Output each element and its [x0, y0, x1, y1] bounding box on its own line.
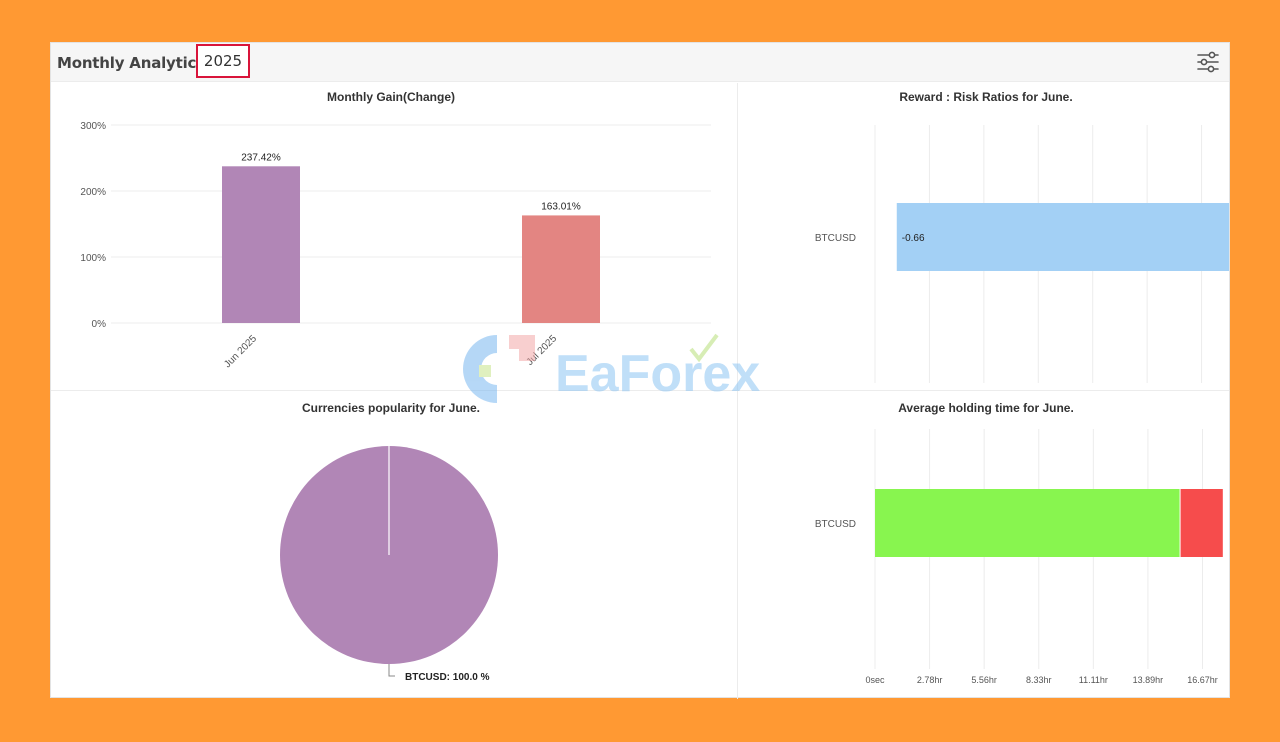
hold-xtick-label: 13.89hr [1133, 675, 1164, 685]
hold-xtick-label: 8.33hr [1026, 675, 1052, 685]
gain-bar[interactable] [522, 215, 600, 323]
rr-ytick-label: BTCUSD [815, 233, 856, 244]
popularity-chart-title: Currencies popularity for June. [301, 401, 481, 415]
monthly-analytics-panel: Monthly Analytics 2025 Monthly Gain(Chan… [50, 42, 1230, 699]
gain-ytick-label: 100% [80, 253, 106, 264]
panel-header: Monthly Analytics 2025 [51, 43, 1229, 82]
gain-data-label: 237.42% [241, 152, 281, 163]
rr-bar-btcusd[interactable] [896, 203, 1229, 271]
hold-bar-long[interactable] [875, 489, 1180, 557]
sliders-icon[interactable] [1195, 49, 1221, 75]
reward-risk-chart-title: Reward : Risk Ratios for June. [899, 90, 1073, 104]
hold-ytick-label: BTCUSD [815, 519, 856, 530]
chart-divider-vertical [737, 83, 738, 699]
hold-xtick-label: 11.11hr [1079, 675, 1108, 685]
gain-chart: 300% 200% 100% 0% 237.42% Jun 2025 163.01% Jul … [80, 121, 711, 370]
gain-xtick-label: Jun 2025 [222, 333, 259, 370]
gain-ytick-label: 300% [80, 121, 106, 132]
gain-xtick-label: Jul 2025 [525, 333, 560, 368]
pie-label: BTCUSD: 100.0 % [405, 672, 490, 683]
gain-chart-title: Monthly Gain(Change) [327, 90, 455, 104]
year-selector[interactable]: 2025 [196, 44, 250, 78]
gain-bar[interactable] [222, 166, 300, 323]
gain-ytick-label: 200% [80, 187, 106, 198]
panel-title: Monthly Analytics [57, 54, 205, 72]
gain-ytick-label: 0% [92, 319, 107, 330]
gain-data-label: 163.01% [541, 201, 581, 212]
pie-label-leader [388, 664, 395, 677]
chart-divider-horizontal [51, 390, 1229, 391]
hold-bar-short[interactable] [1180, 489, 1223, 557]
holding-time-chart: 0sec 2.78hr 5.56hr 8.33hr 11.11hr 13.89hr 16.6… [815, 429, 1223, 685]
popularity-chart: BTCUSD: 100.0 % [280, 446, 498, 683]
reward-risk-chart: -0.70-0.60-0.50-0.40-0.30-0.20-0.100-0.6… [815, 125, 1229, 383]
hold-xtick-label: 5.56hr [971, 675, 997, 685]
hold-xtick-label: 0sec [865, 675, 885, 685]
hold-xtick-label: 2.78hr [917, 675, 943, 685]
holding-chart-title: Average holding time for June. [898, 401, 1074, 415]
rr-bar-label: -0.66 [902, 233, 925, 244]
hold-xtick-label: 16.67hr [1187, 675, 1218, 685]
